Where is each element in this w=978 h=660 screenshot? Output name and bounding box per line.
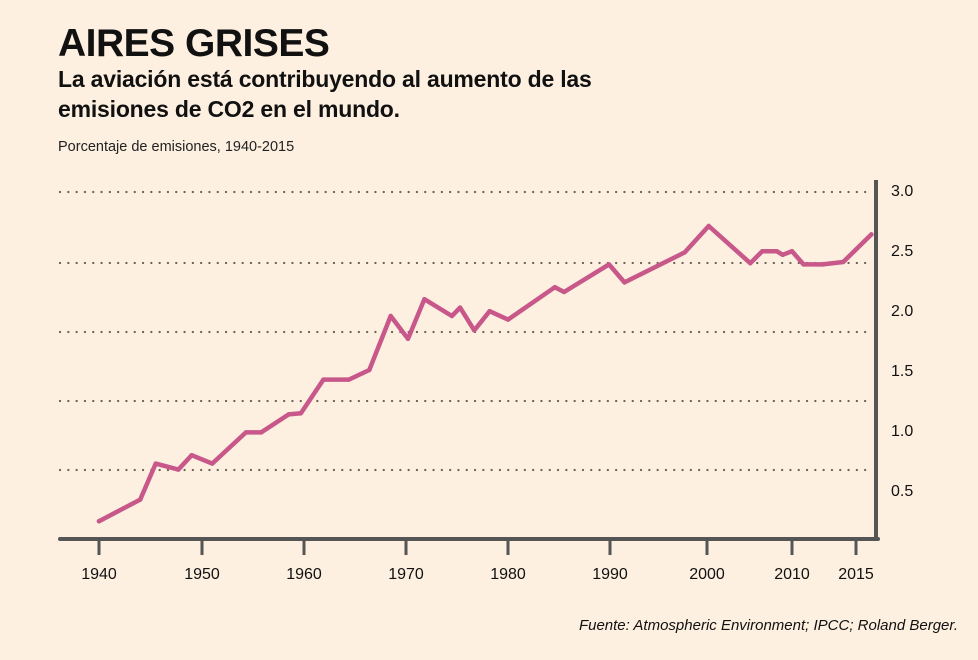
axes (58, 180, 880, 541)
y-tick-label: 2.0 (891, 303, 913, 320)
y-tick-label: 1.5 (891, 363, 913, 380)
data-point (298, 411, 304, 416)
x-tick-label: 1940 (81, 566, 117, 583)
data-point (189, 453, 194, 458)
x-tick-label: 1970 (388, 566, 424, 583)
data-point (801, 262, 806, 267)
data-point (706, 223, 711, 229)
y-axis-ticks: 3.0 2.5 2.0 1.5 1.0 0.5 (891, 183, 913, 500)
data-point (780, 252, 785, 257)
y-tick-label: 0.5 (891, 483, 913, 500)
data-point (153, 461, 158, 466)
x-tick-label: 2015 (838, 566, 874, 583)
x-tick-label: 1960 (286, 566, 322, 583)
data-point (457, 305, 463, 310)
data-point (841, 259, 846, 265)
data-point (820, 262, 825, 267)
data-point (405, 336, 411, 341)
source-note: Fuente: Atmospheric Environment; IPCC; R… (578, 617, 958, 634)
data-point (388, 313, 393, 319)
data-point (286, 412, 291, 417)
data-point (869, 232, 874, 237)
data-point (487, 309, 492, 314)
data-point (367, 367, 372, 373)
data-point (449, 313, 455, 319)
data-point (789, 249, 795, 254)
data-point (138, 497, 143, 502)
x-tick-label: 1950 (184, 566, 220, 583)
data-point (243, 430, 249, 435)
series-line (96, 223, 874, 524)
chart-subtitle: La aviación está contribuyendo al aument… (58, 66, 592, 122)
data-point (682, 250, 687, 255)
data-point (472, 328, 477, 333)
chart-title: AIRES GRISES (58, 22, 330, 65)
x-tick-label: 2010 (774, 566, 810, 583)
data-point (622, 280, 627, 285)
data-point (346, 377, 352, 382)
data-point (552, 285, 558, 290)
y-tick-label: 3.0 (891, 183, 913, 200)
data-point (96, 519, 102, 524)
data-point (561, 289, 567, 295)
data-point (321, 377, 326, 382)
series (96, 223, 874, 524)
gridlines (58, 190, 870, 472)
y-tick-label: 2.5 (891, 243, 913, 260)
unit-label: Porcentaje de emisiones, 1940-2015 (58, 139, 295, 155)
data-point (774, 249, 779, 254)
x-axis-ticks: 1940 1950 1960 1970 1980 1990 2000 2010 2015 (81, 539, 874, 583)
data-point (259, 430, 264, 435)
x-tick-label: 2000 (689, 566, 725, 583)
data-point (606, 262, 612, 267)
x-tick-label: 1980 (490, 566, 526, 583)
data-point (505, 317, 511, 322)
data-point (748, 261, 753, 266)
y-tick-label: 1.0 (891, 423, 913, 440)
data-point (422, 297, 427, 302)
data-point (760, 249, 765, 254)
x-tick-label: 1990 (592, 566, 628, 583)
data-point (210, 461, 215, 466)
data-point (176, 467, 181, 472)
